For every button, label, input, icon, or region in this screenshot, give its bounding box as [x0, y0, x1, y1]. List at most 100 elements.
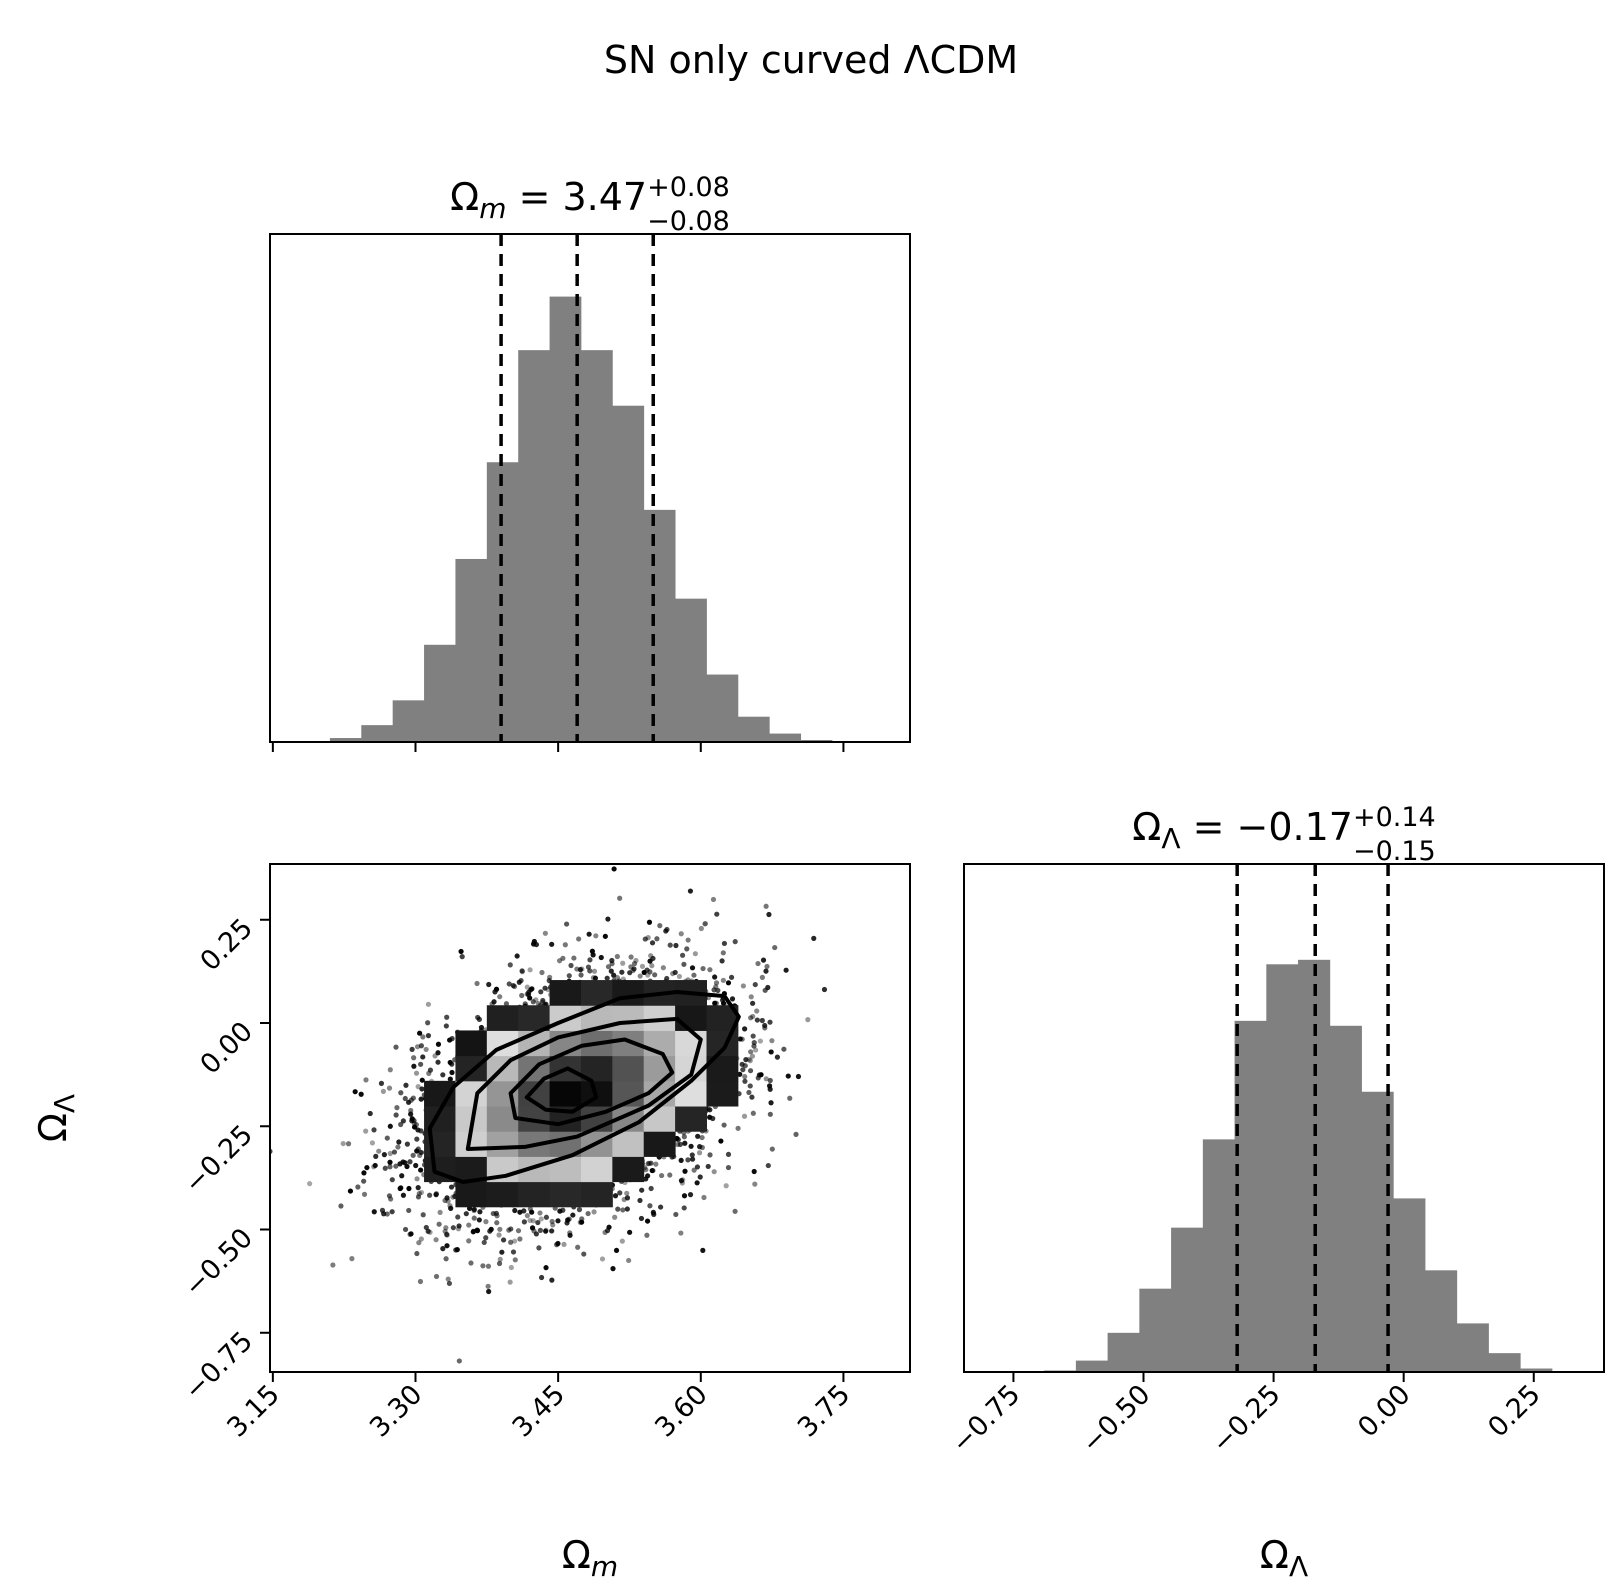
- joint-sample-point: [719, 958, 725, 964]
- joint-sample-point: [483, 1235, 489, 1241]
- joint-sample-point: [456, 1223, 462, 1229]
- joint-density-cell: [675, 1005, 707, 1031]
- joint-sample-point: [742, 1026, 748, 1032]
- joint-sample-point: [615, 1206, 621, 1212]
- joint-sample-point: [537, 1210, 543, 1216]
- joint-sample-point: [612, 1214, 618, 1220]
- joint-sample-point: [361, 1170, 367, 1176]
- joint-sample-point: [581, 1251, 587, 1257]
- joint-density-cell: [486, 1131, 519, 1157]
- joint-sample-point: [521, 1219, 527, 1225]
- joint-ytick-label: −0.25: [179, 1119, 259, 1199]
- joint-sample-point: [340, 1140, 346, 1147]
- joint-sample-point: [307, 1181, 313, 1187]
- joint-sample-point: [639, 963, 646, 969]
- joint-sample-point: [657, 923, 663, 929]
- joint-sample-point: [667, 1172, 673, 1178]
- joint-sample-point: [701, 1194, 707, 1201]
- joint-sample-point: [562, 942, 568, 948]
- joint-sample-point: [567, 1232, 573, 1238]
- joint-sample-point: [470, 1229, 476, 1235]
- joint-sample-point: [474, 1228, 481, 1234]
- joint-sample-point: [654, 936, 660, 942]
- joint-sample-point: [598, 954, 604, 961]
- joint-sample-point: [535, 1219, 541, 1226]
- joint-sample-point: [508, 1226, 514, 1232]
- joint-sample-point: [538, 989, 544, 995]
- joint-sample-point: [785, 1073, 791, 1079]
- joint-sample-point: [691, 1167, 697, 1173]
- joint-sample-point: [643, 1167, 649, 1173]
- joint-sample-point: [402, 1226, 409, 1233]
- joint-sample-point: [630, 967, 636, 974]
- joint-sample-point: [330, 1262, 336, 1268]
- joint-sample-point: [821, 986, 828, 993]
- joint-sample-point: [444, 1232, 450, 1238]
- joint-ytick-label: −0.50: [179, 1223, 259, 1303]
- x-axis-label-ol: ΩΛ: [1260, 1533, 1308, 1583]
- joint-sample-point: [410, 1095, 416, 1101]
- joint-sample-point: [499, 1249, 505, 1255]
- joint-sample-point: [586, 931, 592, 937]
- joint-sample-point: [477, 1209, 483, 1215]
- joint-sample-point: [617, 895, 623, 901]
- joint-sample-point: [674, 1135, 680, 1142]
- joint-sample-point: [626, 1257, 632, 1264]
- joint-sample-point: [713, 984, 719, 990]
- joint-sample-point: [611, 866, 617, 872]
- joint-sample-point: [696, 1150, 703, 1156]
- joint-sample-point: [398, 1185, 404, 1191]
- hist-ol-bar: [1107, 1332, 1140, 1372]
- joint-sample-point: [740, 983, 746, 989]
- joint-sample-point: [639, 1187, 645, 1193]
- joint-sample-point: [443, 1225, 449, 1231]
- joint-sample-point: [676, 973, 683, 980]
- joint-sample-point: [764, 963, 770, 970]
- joint-sample-point: [443, 1256, 449, 1262]
- joint-sample-point: [535, 1001, 542, 1007]
- joint-sample-point: [512, 1257, 518, 1263]
- joint-sample-point: [750, 1110, 756, 1116]
- joint-sample-point: [568, 962, 574, 969]
- joint-sample-point: [519, 968, 525, 974]
- joint-density-cell: [486, 1181, 519, 1208]
- joint-sample-point: [692, 951, 698, 957]
- joint-sample-point: [648, 1160, 654, 1166]
- joint-sample-point: [768, 1049, 774, 1055]
- joint-sample-point: [720, 977, 726, 983]
- joint-sample-point: [393, 1112, 399, 1118]
- joint-sample-point: [772, 944, 778, 951]
- joint-density-cell: [486, 1005, 519, 1031]
- joint-sample-point: [624, 1195, 631, 1201]
- joint-sample-point: [644, 1232, 650, 1238]
- joint-sample-point: [508, 1239, 514, 1245]
- joint-sample-point: [619, 1238, 625, 1244]
- joint-sample-point: [741, 1113, 748, 1119]
- joint-sample-point: [765, 1162, 771, 1169]
- joint-sample-point: [409, 1046, 415, 1052]
- joint-sample-point: [400, 1192, 407, 1198]
- joint-sample-point: [700, 965, 706, 972]
- joint-density-cell: [612, 1055, 645, 1082]
- joint-sample-point: [543, 1227, 549, 1233]
- joint-sample-point: [737, 1036, 743, 1042]
- joint-sample-point: [418, 1167, 424, 1173]
- joint-sample-point: [673, 942, 679, 949]
- hist-ol-bar: [1202, 1139, 1235, 1372]
- joint-sample-point: [765, 984, 771, 991]
- joint-sample-point: [527, 1217, 533, 1224]
- joint-sample-point: [768, 1100, 774, 1106]
- joint-sample-point: [811, 935, 817, 941]
- hist-om-panel: Ωm = 3.47+0.08 −0.08: [269, 172, 911, 752]
- joint-sample-point: [413, 1070, 420, 1076]
- joint-sample-point: [494, 1213, 500, 1219]
- joint-sample-point: [437, 1209, 443, 1216]
- joint-sample-point: [681, 1193, 688, 1199]
- joint-sample-point: [781, 1046, 787, 1052]
- joint-sample-point: [458, 948, 464, 955]
- joint-sample-point: [413, 1162, 419, 1169]
- joint-sample-point: [471, 1206, 477, 1213]
- joint-sample-point: [361, 1178, 367, 1184]
- hist-ol-frame: [963, 863, 1605, 1373]
- hist-ol-xtick-label: −0.75: [946, 1379, 1026, 1459]
